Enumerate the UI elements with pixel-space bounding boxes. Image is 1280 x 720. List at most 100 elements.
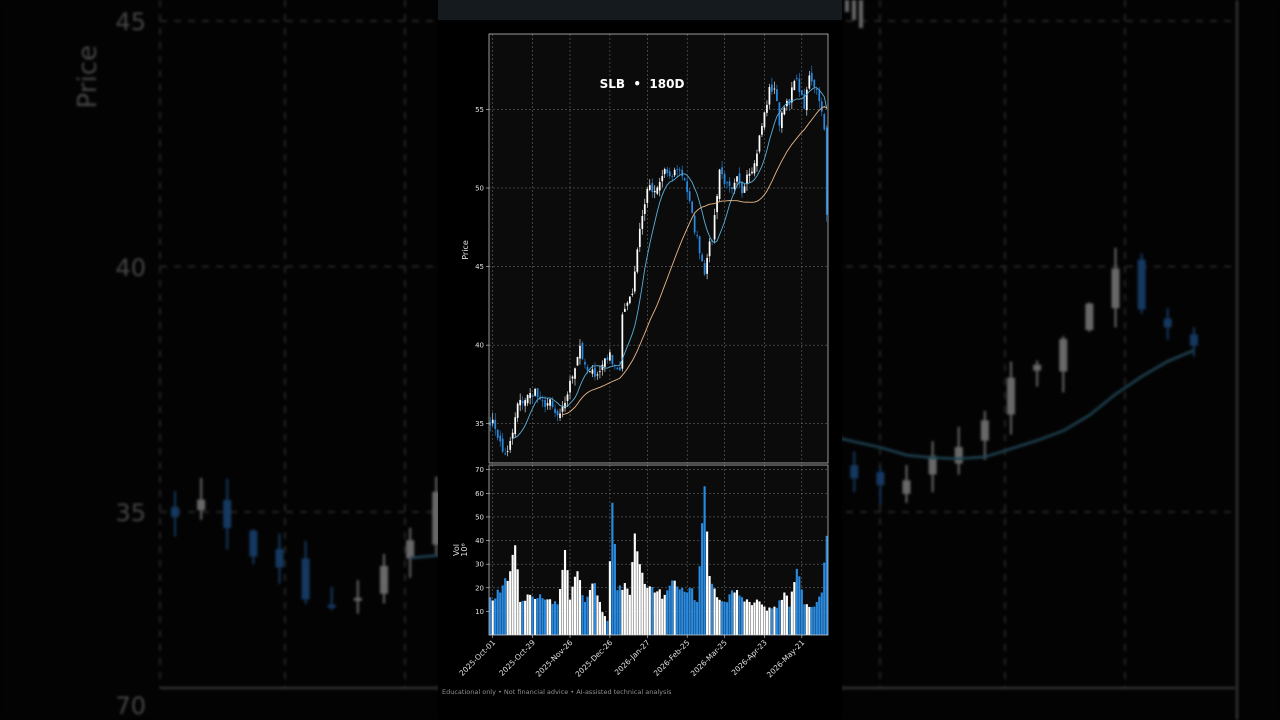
candle-body bbox=[491, 419, 494, 424]
candle-body bbox=[761, 126, 763, 135]
volume-bar bbox=[716, 597, 719, 635]
candle-body bbox=[810, 72, 813, 82]
candle-body bbox=[823, 114, 826, 130]
candle-body bbox=[559, 413, 561, 418]
volume-bar bbox=[593, 583, 597, 635]
disclaimer-text: Educational only • Not financial advice … bbox=[442, 688, 672, 696]
volume-bar bbox=[541, 598, 544, 635]
volume-bar bbox=[623, 583, 626, 635]
candle-body bbox=[641, 215, 644, 229]
candle-body bbox=[733, 182, 736, 189]
candle-body bbox=[651, 183, 654, 193]
background-candle-body bbox=[327, 604, 336, 608]
price-axis-label: Price bbox=[461, 240, 470, 260]
candle-body bbox=[756, 153, 758, 167]
candle-body bbox=[501, 438, 504, 452]
candle-body bbox=[803, 94, 806, 109]
candle-body bbox=[718, 169, 721, 199]
candle-body bbox=[581, 342, 584, 359]
candle-body bbox=[778, 102, 781, 126]
candle-body bbox=[648, 185, 651, 191]
volume-bar bbox=[616, 590, 619, 635]
volume-bar bbox=[725, 602, 729, 635]
price-panel bbox=[489, 34, 828, 463]
volume-bar bbox=[745, 599, 749, 635]
candle-body bbox=[551, 401, 554, 408]
candle-body bbox=[556, 410, 559, 416]
background-candle-body bbox=[223, 499, 232, 529]
date-tick-label: 2025-Dec-26 bbox=[574, 638, 615, 679]
candle-body bbox=[519, 399, 522, 406]
volume-bar bbox=[688, 587, 691, 635]
candle-body bbox=[696, 235, 699, 237]
volume-bar bbox=[678, 589, 681, 635]
volume-bar bbox=[606, 620, 609, 635]
candle-body bbox=[743, 186, 746, 193]
volume-bar bbox=[720, 601, 724, 635]
volume-bar bbox=[825, 535, 828, 635]
volume-axis-unit: 10⁶ bbox=[460, 543, 469, 556]
candle-body bbox=[524, 400, 527, 406]
volume-bar bbox=[813, 606, 816, 635]
candle-body bbox=[683, 178, 686, 181]
candle-body bbox=[783, 107, 786, 115]
volume-bar bbox=[621, 589, 624, 635]
candle-body bbox=[611, 355, 614, 365]
volume-bar bbox=[631, 562, 634, 635]
candle-body bbox=[638, 228, 641, 248]
candle-body bbox=[606, 357, 609, 360]
volume-panel-border bbox=[488, 464, 829, 636]
volume-bar bbox=[748, 601, 751, 635]
video-frame: 35 40 45 50 55 10 20 30 40 50 60 70 2025-Oct-01 202… bbox=[438, 0, 842, 720]
volume-bars bbox=[489, 486, 828, 635]
volume-bar bbox=[681, 587, 684, 635]
candle-body bbox=[726, 182, 728, 184]
volume-bar bbox=[790, 591, 793, 635]
moving-average-slow-line bbox=[562, 105, 828, 416]
volume-bar bbox=[743, 601, 746, 635]
date-tick-label: 2025-Oct-29 bbox=[497, 638, 537, 678]
candle-body bbox=[708, 241, 711, 257]
background-candle-body bbox=[197, 499, 206, 511]
volume-bar bbox=[489, 597, 492, 635]
volume-bar bbox=[711, 583, 714, 635]
volume-bar bbox=[740, 597, 744, 635]
volume-bar bbox=[701, 523, 704, 635]
volume-bar bbox=[651, 587, 654, 635]
volume-bar bbox=[524, 600, 527, 635]
candle-body bbox=[678, 169, 681, 171]
background-candle-body bbox=[1163, 318, 1172, 328]
date-tick-label: 2025-Oct-01 bbox=[457, 638, 497, 678]
volume-bar bbox=[661, 598, 664, 635]
candle-body bbox=[748, 173, 751, 176]
volume-bar bbox=[608, 561, 611, 635]
background-candle-body bbox=[876, 472, 885, 486]
volume-bar bbox=[628, 594, 631, 635]
volume-bar bbox=[578, 580, 582, 635]
background-candle-body bbox=[902, 480, 911, 494]
candle-body bbox=[776, 89, 778, 101]
volume-bar bbox=[506, 580, 509, 635]
candle-body bbox=[658, 182, 661, 191]
candle-body bbox=[671, 176, 674, 177]
volume-bar bbox=[536, 598, 539, 635]
candle-body bbox=[815, 89, 818, 90]
volume-bar bbox=[683, 591, 686, 635]
candle-body bbox=[566, 394, 569, 401]
price-tick-label: 50 bbox=[475, 185, 484, 193]
volume-bar bbox=[676, 586, 679, 635]
candle-body bbox=[586, 366, 589, 371]
volume-bar bbox=[548, 599, 552, 635]
volume-bar bbox=[800, 589, 803, 635]
volume-bar bbox=[783, 592, 786, 635]
volume-bar bbox=[603, 616, 606, 635]
candle-body bbox=[808, 75, 811, 89]
candle-body bbox=[576, 357, 579, 366]
volume-bar bbox=[718, 599, 721, 635]
candle-body bbox=[691, 201, 694, 213]
volume-bar bbox=[648, 586, 651, 635]
candle-body bbox=[698, 236, 701, 254]
volume-bar bbox=[496, 589, 499, 635]
volume-bar bbox=[693, 600, 696, 635]
